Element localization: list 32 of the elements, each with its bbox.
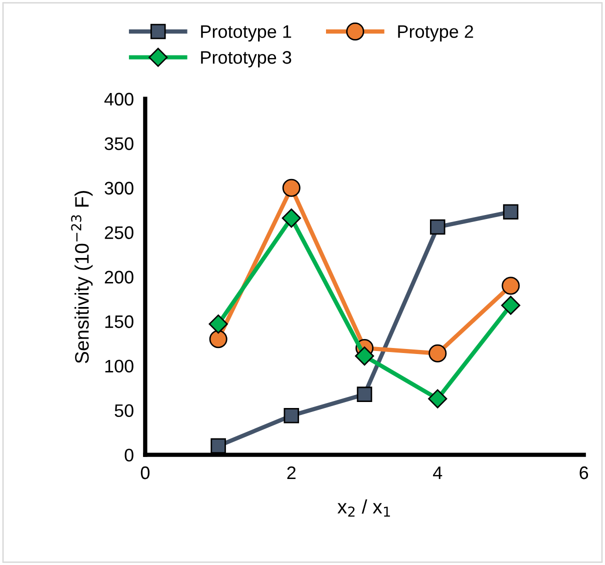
point [209,330,228,348]
y-tick-label: 150 [105,315,134,328]
x-tick-label: 2 [287,466,296,480]
y-tick-label: 250 [104,226,134,240]
x-axis-title: x$_{2}$ / x$_{1}$ [338,499,390,517]
point [430,219,446,235]
x-tick-label: 6 [580,466,588,480]
point [356,386,372,402]
point [208,314,228,334]
legend-label: Prototype 1 [201,25,292,42]
x-tick-label: 4 [433,466,442,480]
legend-label: Protype 2 [398,25,474,42]
y-tick-label: 350 [104,137,134,150]
x-tick-label: 0 [140,466,150,480]
y-tick-label: 50 [114,404,134,418]
point [501,296,520,315]
y-tick-label: 0 [124,448,134,462]
y-tick-label: 200 [104,270,134,284]
point [282,208,301,228]
point [354,346,374,366]
y-tick-label: 300 [104,182,134,195]
point [428,344,447,362]
y-tick-label: 400 [104,92,134,106]
y-axis-title: Sensitivity (10$^{−23}$ F) [71,191,93,364]
point [502,276,520,295]
point [428,389,448,408]
y-tick-label: 100 [105,360,134,373]
legend-label: Prototype 3 [201,51,292,68]
point [284,408,300,424]
point [210,438,226,454]
point [503,204,518,220]
point [282,178,300,197]
